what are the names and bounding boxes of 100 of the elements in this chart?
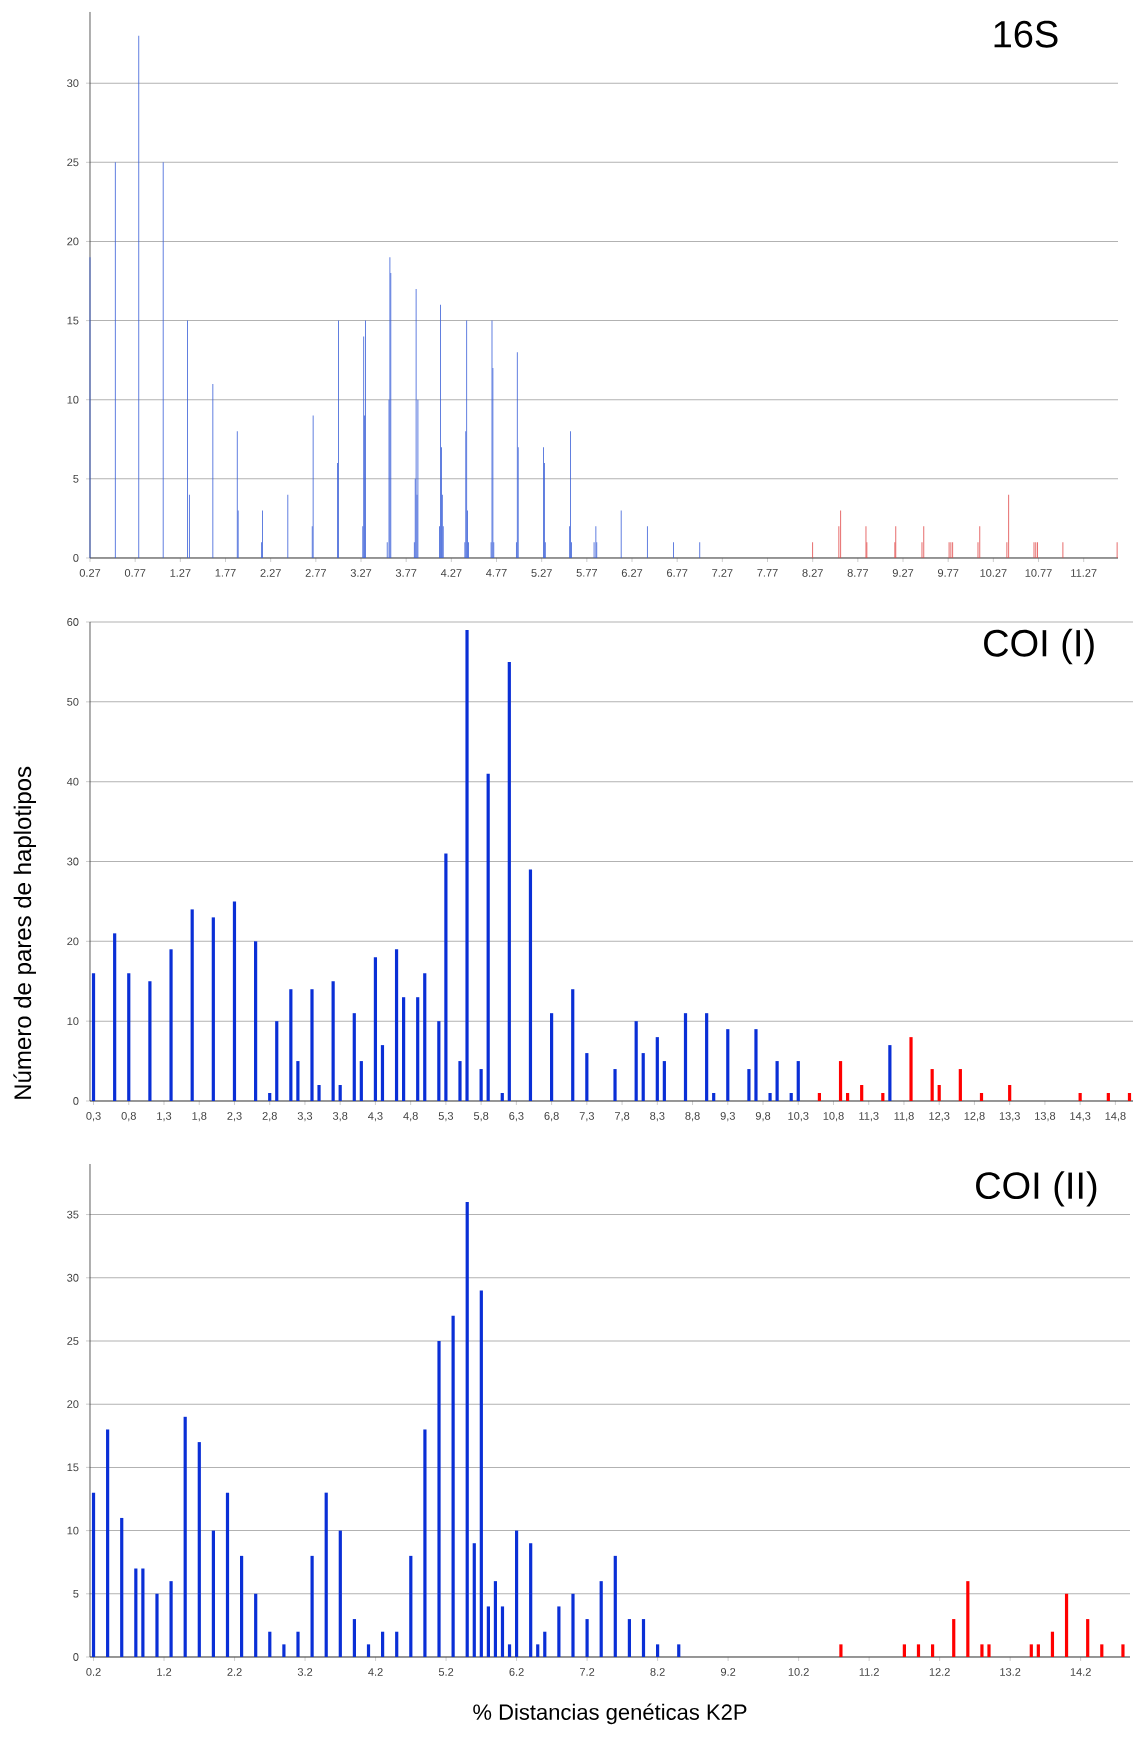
x-tick-label: 11.27 — [1071, 569, 1097, 577]
bar — [155, 1593, 159, 1657]
x-tick-label: 5.27 — [531, 569, 552, 577]
chart-title: COI (I) — [984, 628, 1094, 665]
bar — [338, 1085, 342, 1101]
bar — [437, 1021, 441, 1101]
x-tick-label: 0.2 — [86, 1668, 101, 1676]
bar — [451, 1315, 455, 1657]
bar — [493, 1581, 498, 1657]
x-tick-label: 9,3 — [720, 1112, 735, 1122]
bar — [683, 1013, 688, 1101]
bar — [952, 1619, 956, 1657]
x-tick-label: 6.2 — [509, 1668, 524, 1676]
x-tick-label: 4.2 — [368, 1668, 383, 1676]
y-tick-label: 10 — [67, 1526, 79, 1535]
bar — [987, 1644, 991, 1657]
x-tick-label: 7.77 — [757, 569, 778, 577]
y-tick-label: 0 — [73, 1097, 79, 1105]
bar — [902, 1644, 906, 1657]
x-tick-label: 10.2 — [788, 1668, 809, 1676]
y-tick-label: 20 — [67, 937, 79, 946]
bar — [1100, 1644, 1104, 1657]
bar — [550, 1013, 554, 1101]
x-tick-label: 0.27 — [79, 569, 101, 577]
x-tick-label: 14,8 — [1105, 1112, 1126, 1122]
x-tick-label: 4,8 — [403, 1112, 418, 1122]
bar — [705, 1013, 709, 1101]
bar — [845, 1093, 850, 1101]
bar — [402, 997, 406, 1101]
bar — [240, 1555, 244, 1657]
x-tick-label: 5,3 — [438, 1112, 454, 1122]
x-tick-label: 1,3 — [157, 1112, 172, 1122]
bar — [712, 1093, 716, 1101]
bar — [486, 773, 490, 1101]
x-tick-label: 7.2 — [580, 1668, 595, 1676]
bar — [557, 1606, 561, 1657]
bar — [211, 1530, 215, 1657]
x-tick-label: 2.27 — [260, 569, 281, 577]
bar — [190, 909, 194, 1101]
y-tick-label: 20 — [67, 1400, 79, 1409]
bar — [444, 853, 448, 1101]
y-tick-label: 15 — [67, 316, 79, 325]
bar — [930, 1644, 935, 1657]
x-tick-label: 6,3 — [509, 1112, 524, 1122]
bar — [529, 1543, 533, 1657]
bar — [860, 1085, 864, 1101]
bar — [909, 1037, 913, 1101]
bar — [352, 1013, 356, 1101]
bar — [641, 1619, 646, 1657]
bar — [310, 1555, 314, 1657]
bar — [296, 1061, 300, 1101]
x-tick-label: 6.27 — [621, 569, 643, 577]
x-tick-label: 4.27 — [440, 569, 462, 577]
x-tick-label: 13.2 — [1000, 1668, 1021, 1676]
x-tick-label: 6.77 — [667, 569, 688, 577]
x-tick-label: 3.2 — [297, 1668, 313, 1676]
x-tick-label: 14,3 — [1070, 1112, 1091, 1122]
bar — [1086, 1619, 1090, 1657]
chart-title: 16S — [994, 20, 1058, 48]
bar — [507, 661, 511, 1101]
bar — [507, 1644, 512, 1657]
chart-title: COI (II) — [976, 1171, 1097, 1207]
bar — [225, 1492, 230, 1657]
bar — [881, 1093, 885, 1101]
bar — [91, 1492, 96, 1657]
x-tick-label: 8.27 — [802, 569, 823, 577]
x-tick-label: 10,3 — [788, 1112, 809, 1122]
y-tick-label: 35 — [67, 1210, 79, 1219]
y-tick-label: 20 — [67, 237, 79, 246]
x-tick-label: 9.2 — [720, 1668, 736, 1676]
x-tick-label: 4,3 — [368, 1112, 383, 1122]
bar — [373, 957, 378, 1101]
x-tick-label: 8.77 — [847, 569, 869, 577]
bar — [916, 1644, 921, 1657]
y-tick-label: 25 — [67, 158, 79, 167]
bar — [268, 1093, 272, 1101]
x-tick-label: 3.27 — [350, 569, 372, 577]
x-axis-title: % Distancias genéticas K2P — [473, 1703, 747, 1725]
bar — [789, 1093, 793, 1101]
x-tick-label: 8.2 — [650, 1668, 665, 1676]
bar — [634, 1021, 638, 1101]
bar — [91, 973, 96, 1101]
bar — [536, 1644, 540, 1657]
x-tick-label: 12.2 — [929, 1668, 950, 1676]
bar — [338, 1530, 342, 1657]
bar — [127, 973, 131, 1101]
y-tick-label: 30 — [67, 1273, 79, 1282]
bar — [324, 1492, 328, 1657]
bar — [754, 1029, 758, 1101]
bar — [458, 1061, 462, 1101]
bar — [613, 1555, 617, 1657]
x-tick-label: 7.27 — [712, 569, 733, 577]
x-tick-label: 0,3 — [86, 1112, 101, 1122]
bar — [366, 1644, 371, 1657]
x-tick-label: 5,8 — [473, 1112, 489, 1122]
bar — [1078, 1093, 1082, 1101]
x-tick-label: 3.77 — [395, 569, 417, 577]
bar — [423, 973, 427, 1101]
x-tick-label: 9,8 — [755, 1112, 771, 1122]
y-tick-label: 5 — [73, 1589, 79, 1598]
